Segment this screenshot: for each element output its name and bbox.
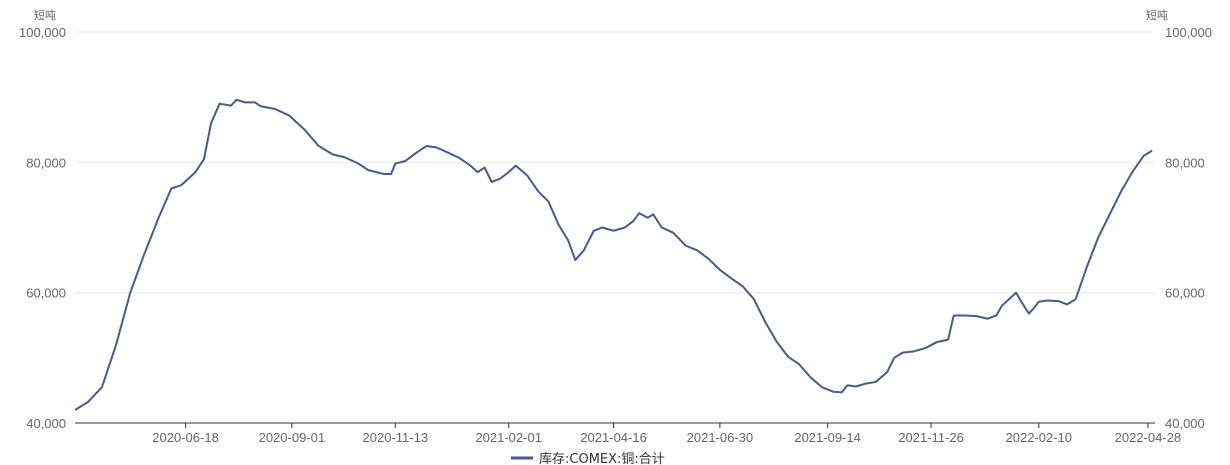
x-tick-label: 2021-04-16 (580, 430, 647, 445)
x-tick-label: 2020-06-18 (152, 430, 219, 445)
x-axis-ticks: 2020-06-18 2020-09-01 2020-11-13 2021-02-01… (152, 423, 1181, 445)
y-axis-left-ticks: 40,000 60,000 80,000 100,000 (19, 25, 66, 431)
x-tick-label: 2022-04-28 (1115, 430, 1182, 445)
x-tick-label: 2021-09-14 (794, 430, 861, 445)
y-tick-label-left: 100,000 (19, 25, 66, 40)
x-tick-label: 2021-06-30 (687, 430, 754, 445)
y-tick-label-left: 80,000 (26, 155, 66, 170)
y-tick-label-right: 40,000 (1165, 416, 1205, 431)
x-tick-label: 2020-11-13 (363, 430, 429, 445)
x-tick-label: 2021-11-26 (898, 430, 964, 445)
y-axis-left-unit: 短吨 (34, 8, 56, 22)
y-axis-right-unit: 短吨 (1146, 8, 1168, 22)
y-tick-label-left: 40,000 (26, 416, 66, 431)
y-tick-label-right: 60,000 (1165, 286, 1205, 301)
legend[interactable]: 库存:COMEX:铜:合计 (511, 451, 665, 465)
legend-label: 库存:COMEX:铜:合计 (539, 451, 665, 465)
y-tick-label-right: 100,000 (1165, 25, 1212, 40)
x-tick-label: 2020-09-01 (259, 430, 326, 445)
y-tick-label-right: 80,000 (1165, 155, 1205, 170)
series-line-comex-copper-inventory (74, 98, 1153, 411)
y-tick-label-left: 60,000 (26, 286, 66, 301)
grid-lines (75, 31, 1155, 294)
x-tick-label: 2021-02-01 (475, 430, 542, 445)
y-axis-right-ticks: 40,000 60,000 80,000 100,000 (1165, 25, 1212, 431)
x-tick-label: 2022-02-10 (1006, 430, 1073, 445)
